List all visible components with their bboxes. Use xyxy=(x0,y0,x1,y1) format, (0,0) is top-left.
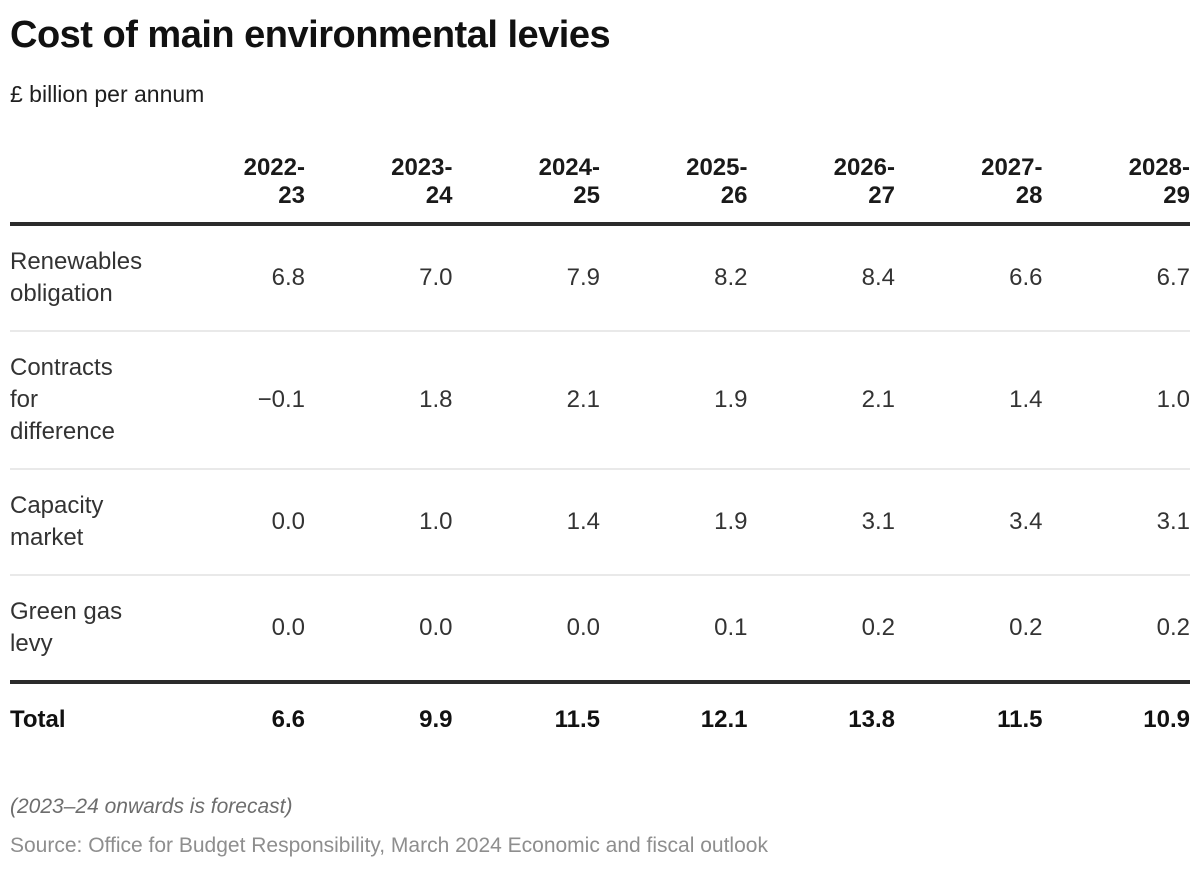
cell-value: 6.6 xyxy=(895,224,1043,332)
table-row-total: Total 6.6 9.9 11.5 12.1 13.8 11.5 10.9 xyxy=(10,682,1190,756)
cell-value: 1.4 xyxy=(452,469,600,576)
cell-value: 2.1 xyxy=(747,331,895,470)
total-value: 12.1 xyxy=(700,706,748,733)
cell-value: 7.9 xyxy=(452,224,600,332)
cell-value: −0.1 xyxy=(157,331,305,470)
cell-value: 0.0 xyxy=(157,469,305,576)
total-value: 11.5 xyxy=(997,706,1043,733)
cell-value: 8.4 xyxy=(747,224,895,332)
table-row-green-gas-levy: Green gas levy 0.0 0.0 0.0 0.1 0.2 0.2 0… xyxy=(10,575,1190,684)
cell-value: 2.1 xyxy=(452,331,600,470)
column-header-2022-23: 2022- 23 xyxy=(157,154,305,226)
chart-container: Cost of main environmental levies £ bill… xyxy=(0,13,1200,859)
cell-value: 1.8 xyxy=(305,331,453,470)
total-value: 11.5 xyxy=(554,706,600,733)
table-row-renewables-obligation: Renewables obligation 6.8 7.0 7.9 8.2 8.… xyxy=(10,224,1190,332)
table-footer: Total 6.6 9.9 11.5 12.1 13.8 11.5 10.9 xyxy=(10,682,1190,756)
corner-cell xyxy=(10,154,158,226)
cell-value: 0.1 xyxy=(600,575,748,684)
cell-value: 1.9 xyxy=(600,469,748,576)
total-label: Total xyxy=(10,706,66,733)
cell-value: 1.4 xyxy=(895,331,1043,470)
total-value: 9.9 xyxy=(419,706,453,733)
row-label: Green gas levy xyxy=(10,575,158,684)
header-row: 2022- 23 2023- 24 2024- 25 2025- 26 2026… xyxy=(10,154,1190,226)
cell-value: 0.0 xyxy=(157,575,305,684)
cell-value: 0.2 xyxy=(747,575,895,684)
total-value: 6.6 xyxy=(271,706,305,733)
row-label: Contracts for difference xyxy=(10,331,158,470)
total-value: 10.9 xyxy=(1143,706,1190,733)
column-header-2028-29: 2028- 29 xyxy=(1042,154,1190,226)
levies-table: 2022- 23 2023- 24 2024- 25 2025- 26 2026… xyxy=(10,154,1190,756)
table-header: 2022- 23 2023- 24 2024- 25 2025- 26 2026… xyxy=(10,154,1190,226)
cell-value: 3.4 xyxy=(895,469,1043,576)
column-header-2025-26: 2025- 26 xyxy=(600,154,748,226)
cell-value: 8.2 xyxy=(600,224,748,332)
row-label: Capacity market xyxy=(10,469,158,576)
cell-value: 1.9 xyxy=(600,331,748,470)
cell-value: 0.2 xyxy=(1042,575,1190,684)
cell-value: 0.0 xyxy=(452,575,600,684)
table-row-contracts-for-difference: Contracts for difference −0.1 1.8 2.1 1.… xyxy=(10,331,1190,470)
forecast-footnote: (2023–24 onwards is forecast) xyxy=(10,795,293,818)
source-attribution: Source: Office for Budget Responsibility… xyxy=(10,834,768,857)
total-value: 13.8 xyxy=(848,706,895,733)
cell-value: 7.0 xyxy=(305,224,453,332)
row-label: Renewables obligation xyxy=(10,224,158,332)
table-body: Renewables obligation 6.8 7.0 7.9 8.2 8.… xyxy=(10,224,1190,684)
cell-value: 1.0 xyxy=(1042,331,1190,470)
cell-value: 0.0 xyxy=(305,575,453,684)
column-header-2027-28: 2027- 28 xyxy=(895,154,1043,226)
column-header-2024-25: 2024- 25 xyxy=(452,154,600,226)
column-header-2023-24: 2023- 24 xyxy=(305,154,453,226)
page-title: Cost of main environmental levies xyxy=(10,14,611,56)
cell-value: 6.7 xyxy=(1042,224,1190,332)
cell-value: 6.8 xyxy=(157,224,305,332)
cell-value: 0.2 xyxy=(895,575,1043,684)
cell-value: 3.1 xyxy=(1042,469,1190,576)
cell-value: 1.0 xyxy=(305,469,453,576)
cell-value: 3.1 xyxy=(747,469,895,576)
column-header-2026-27: 2026- 27 xyxy=(747,154,895,226)
table-row-capacity-market: Capacity market 0.0 1.0 1.4 1.9 3.1 3.4 … xyxy=(10,469,1190,576)
chart-subtitle: £ billion per annum xyxy=(10,81,205,107)
